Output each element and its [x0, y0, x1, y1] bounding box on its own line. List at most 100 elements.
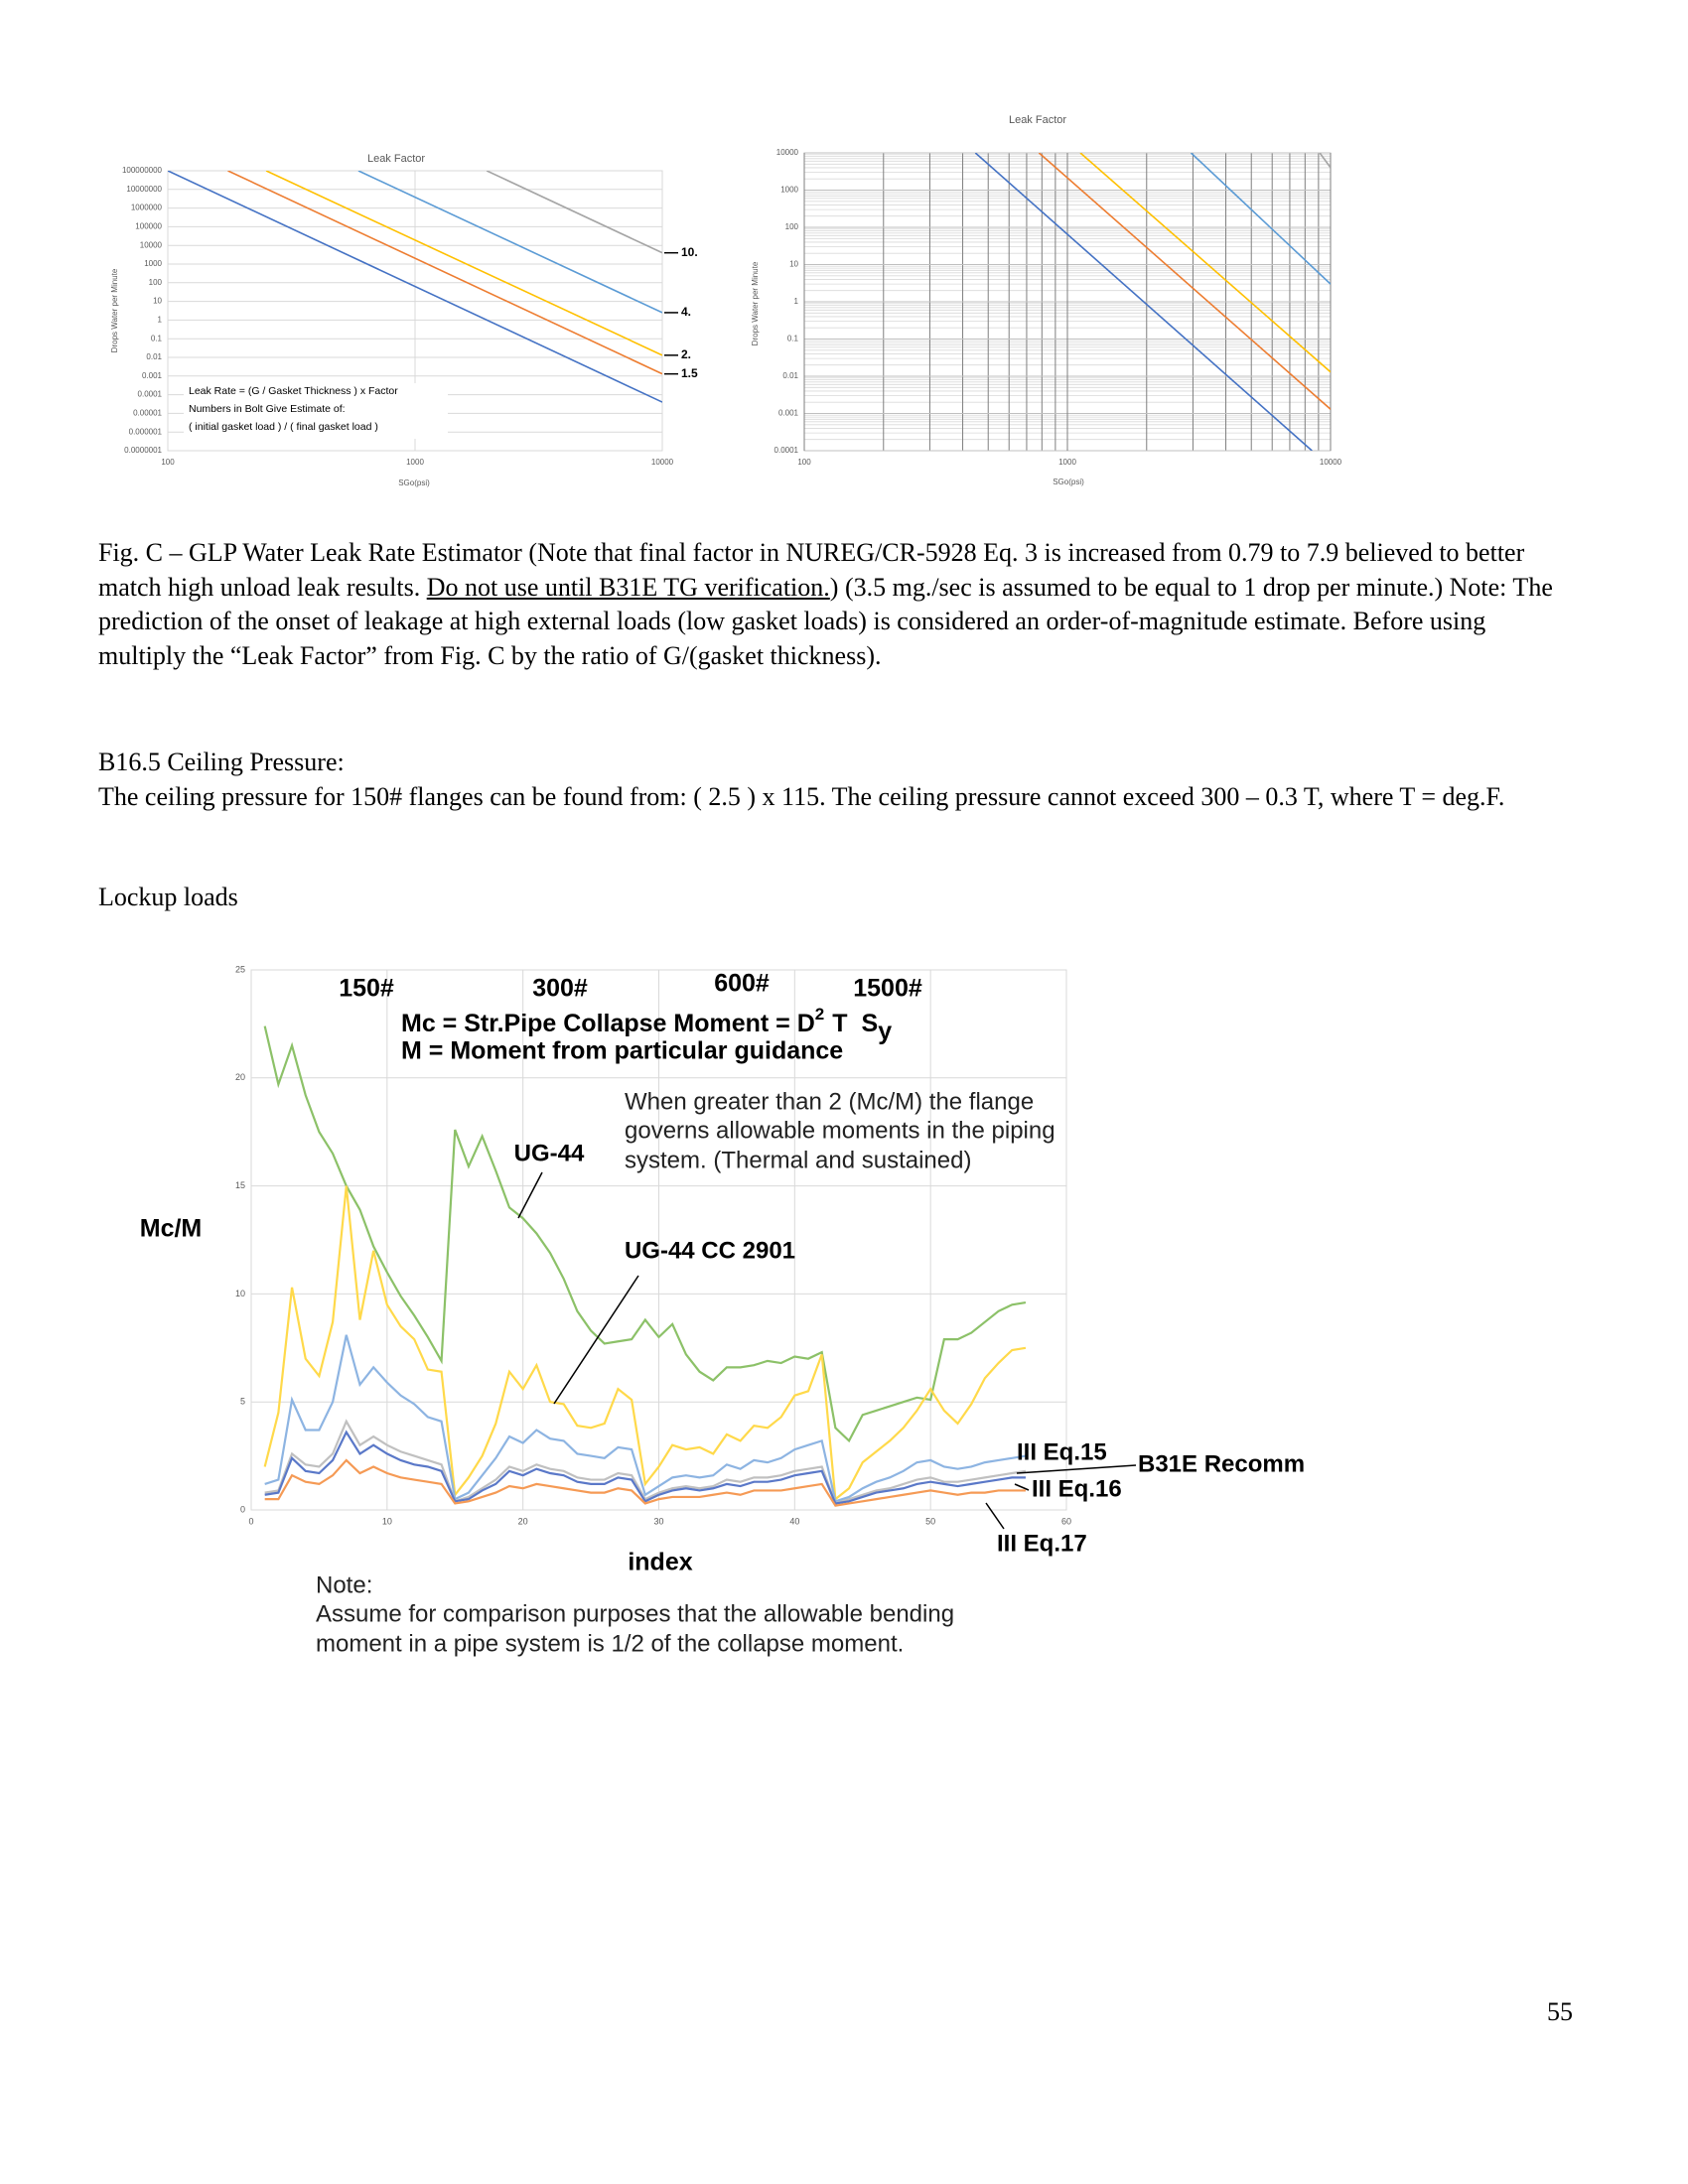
series-line	[168, 171, 662, 403]
y-tick-label: 0.001	[778, 409, 799, 418]
y-tick-label: 100	[149, 278, 163, 287]
x-tick-label: 30	[653, 1516, 663, 1526]
note-line: Assume for comparison purposes that the …	[316, 1600, 954, 1627]
y-tick-label: 25	[235, 964, 245, 974]
y-tick-label: 100	[785, 222, 799, 231]
y-tick-label: 0.01	[782, 371, 798, 380]
y-tick-label: 0.000001	[129, 427, 163, 436]
x-tick-label: 50	[925, 1516, 935, 1526]
x-tick-label: 20	[518, 1516, 528, 1526]
formula-subscript: y	[878, 1018, 892, 1045]
y-tick-label: 0.00001	[133, 409, 162, 418]
remark-line: governs allowable moments in the piping	[625, 1117, 1055, 1144]
y-tick-label: 10000	[140, 240, 163, 249]
y-tick-label: 0	[240, 1504, 245, 1514]
y-tick-label: 1000000	[131, 204, 163, 212]
y-tick-label: 1	[794, 297, 799, 306]
series-label: 2.	[681, 347, 691, 361]
note-line: ( initial gasket load ) / ( final gasket…	[189, 421, 378, 433]
formula-part: S	[862, 1010, 879, 1037]
class-label: 600#	[714, 970, 770, 998]
chart-title: Leak Factor	[1009, 114, 1066, 126]
series-label: 10.	[681, 245, 698, 259]
series-label: III Eq.15	[1017, 1438, 1107, 1465]
series-line	[1319, 153, 1331, 169]
plot: 0 5 10 15 20 25 0 10 20 30 40 50 60	[235, 964, 1137, 1530]
y-tick-label: 10	[235, 1289, 245, 1298]
page-number: 55	[1547, 1997, 1573, 2026]
series-label: 1.5	[681, 366, 698, 380]
y-tick-label: 20	[235, 1072, 245, 1082]
x-axis-label: index	[628, 1549, 692, 1576]
series-line	[1079, 153, 1331, 373]
series-line	[264, 1458, 1026, 1507]
x-axis-label: SGo(psi)	[398, 478, 430, 487]
remark-line: When greater than 2 (Mc/M) the flange	[625, 1088, 1034, 1115]
series-line	[1038, 153, 1331, 410]
series-line	[974, 153, 1313, 451]
ceiling-section: B16.5 Ceiling Pressure: The ceiling pres…	[98, 746, 1558, 814]
y-tick-label: 5	[240, 1397, 245, 1407]
note-line: Leak Rate = (G / Gasket Thickness ) x Fa…	[189, 385, 398, 397]
y-tick-label: 10	[789, 260, 798, 269]
y-tick-label: 0.0001	[138, 390, 163, 399]
y-axis-label: Mc/M	[140, 1215, 203, 1243]
section-heading: B16.5 Ceiling Pressure:	[98, 748, 345, 776]
x-tick-label: 0	[248, 1516, 253, 1526]
series-label: UG-44 CC 2901	[625, 1237, 795, 1264]
caption-warning: Do not use until B31E TG verification.	[426, 572, 830, 602]
y-tick-label: 0.1	[151, 334, 163, 342]
note-line: moment in a pipe system is 1/2 of the co…	[316, 1630, 904, 1657]
plot: 10000 1000 100 10 1 0.1 0.01 0.001 0.0001 100 1000…	[774, 148, 1342, 467]
y-tick-label: 1	[158, 316, 163, 325]
remark-line: system. (Thermal and sustained)	[625, 1147, 971, 1173]
formula: Mc = Str.Pipe Collapse Moment = D2 T Sy	[401, 1005, 892, 1044]
series-label: III Eq.16	[1032, 1475, 1122, 1502]
formula-part: T	[832, 1010, 847, 1037]
note-line: Numbers in Bolt Give Estimate of:	[189, 403, 346, 415]
callout-leader	[1014, 1483, 1030, 1491]
leak-factor-chart-right: 10000 1000 100 10 1 0.1 0.01 0.001 0.0001 100 1000…	[751, 114, 1342, 486]
y-axis-label: Drops Water per Minute	[751, 261, 760, 345]
section-heading: Lockup loads	[98, 883, 238, 911]
y-tick-label: 100000	[135, 222, 162, 231]
caption-text: ) (3.5 mg./sec is assumed to be equal to…	[98, 572, 1553, 670]
y-tick-label: 1000	[144, 259, 162, 268]
figure-caption: Fig. C – GLP Water Leak Rate Estimator (…	[98, 536, 1558, 673]
y-axis-label: Drops Water per Minute	[110, 268, 119, 352]
series-line	[263, 1185, 1027, 1502]
y-tick-label: 10000000	[126, 185, 162, 194]
caption-text: Fig. C – GLP Water Leak Rate Estimator (…	[98, 538, 1525, 602]
y-tick-label: 15	[235, 1180, 245, 1190]
x-tick-label: 10000	[651, 458, 674, 467]
class-label: 1500#	[853, 975, 922, 1003]
y-tick-label: 1000	[780, 186, 798, 195]
callout-leader	[985, 1502, 1005, 1530]
series-line	[265, 171, 662, 356]
x-tick-label: 1000	[406, 458, 424, 467]
y-tick-label: 10000	[776, 148, 799, 157]
y-tick-label: 0.1	[787, 335, 799, 343]
y-tick-label: 100000000	[122, 166, 163, 175]
callout-leader	[1016, 1464, 1137, 1474]
y-tick-label: 10	[153, 297, 162, 306]
y-tick-label: 0.0000001	[124, 446, 162, 455]
x-tick-label: 100	[161, 458, 175, 467]
series-line	[486, 171, 662, 254]
callout-leader	[517, 1171, 543, 1219]
y-tick-label: 0.0001	[774, 446, 799, 455]
series-line	[264, 1419, 1027, 1505]
paragraph: The ceiling pressure for 150# flanges ca…	[98, 781, 1505, 811]
series-line	[264, 1430, 1026, 1505]
chart-title: Leak Factor	[367, 153, 425, 165]
formula: M = Moment from particular guidance	[401, 1037, 843, 1065]
x-tick-label: 10	[382, 1516, 392, 1526]
x-tick-label: 10000	[1320, 458, 1342, 467]
class-label: 300#	[532, 975, 588, 1003]
series-label: B31E Recomm	[1138, 1450, 1305, 1477]
series-line	[263, 1025, 1027, 1443]
series-line	[357, 171, 662, 314]
y-tick-label: 0.001	[142, 371, 163, 380]
series-label: III Eq.17	[997, 1530, 1087, 1557]
